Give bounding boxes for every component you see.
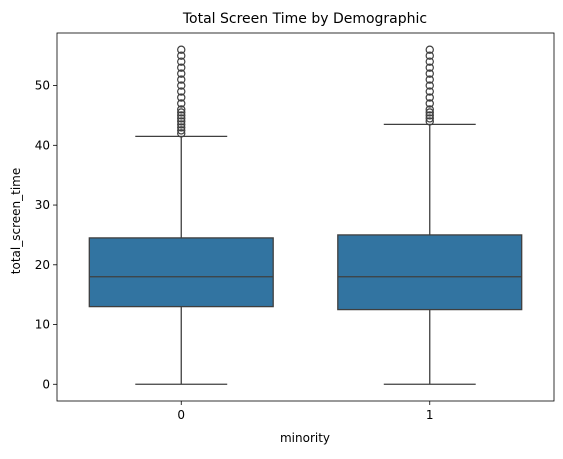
- outlier-point: [177, 81, 186, 90]
- y-axis: 0 10 20 30 40 50: [35, 79, 57, 391]
- outlier-point: [177, 105, 186, 114]
- outlier-point: [177, 129, 186, 138]
- outlier-point: [425, 114, 434, 123]
- outlier-point: [425, 75, 434, 84]
- y-tick-label: 40: [35, 138, 50, 152]
- iqr-box: [337, 234, 523, 311]
- outlier-point: [177, 63, 186, 72]
- outlier-point: [177, 57, 186, 66]
- y-tick-label: 30: [35, 198, 50, 212]
- x-axis-label: minority: [280, 431, 330, 445]
- outlier-point: [177, 93, 186, 102]
- chart-title: Total Screen Time by Demographic: [182, 11, 427, 27]
- plot-frame: [56, 32, 555, 402]
- outlier-point: [177, 126, 186, 135]
- outlier-point: [425, 117, 434, 126]
- outlier-point: [177, 123, 186, 132]
- y-tick-label: 10: [35, 318, 50, 332]
- iqr-box: [88, 237, 274, 308]
- outlier-point: [425, 63, 434, 72]
- outlier-point: [425, 87, 434, 96]
- y-tick-label: 50: [35, 79, 50, 93]
- outlier-point: [177, 111, 186, 120]
- outlier-point: [425, 69, 434, 78]
- outlier-point: [425, 111, 434, 120]
- outlier-point: [177, 45, 186, 54]
- outlier-point: [177, 120, 186, 129]
- outlier-point: [425, 51, 434, 60]
- outlier-point: [177, 51, 186, 60]
- outlier-point: [177, 117, 186, 126]
- outlier-point: [425, 99, 434, 108]
- outlier-point: [177, 69, 186, 78]
- outlier-point: [425, 81, 434, 90]
- box-group-1: [337, 45, 523, 385]
- y-tick-label: 0: [42, 377, 50, 391]
- outlier-point: [177, 75, 186, 84]
- y-tick-label: 20: [35, 258, 50, 272]
- outlier-point: [425, 57, 434, 66]
- y-axis-label: total_screen_time: [9, 168, 23, 274]
- outlier-point: [177, 99, 186, 108]
- plot-area: [56, 32, 555, 402]
- outlier-point: [425, 93, 434, 102]
- outlier-point: [177, 87, 186, 96]
- outlier-point: [425, 105, 434, 114]
- outlier-point: [425, 108, 434, 117]
- box-group-0: [88, 45, 274, 385]
- outlier-point: [425, 45, 434, 54]
- outlier-point: [177, 114, 186, 123]
- outlier-point: [177, 108, 186, 117]
- x-tick-label: 0: [177, 408, 185, 422]
- x-tick-label: 1: [426, 408, 434, 422]
